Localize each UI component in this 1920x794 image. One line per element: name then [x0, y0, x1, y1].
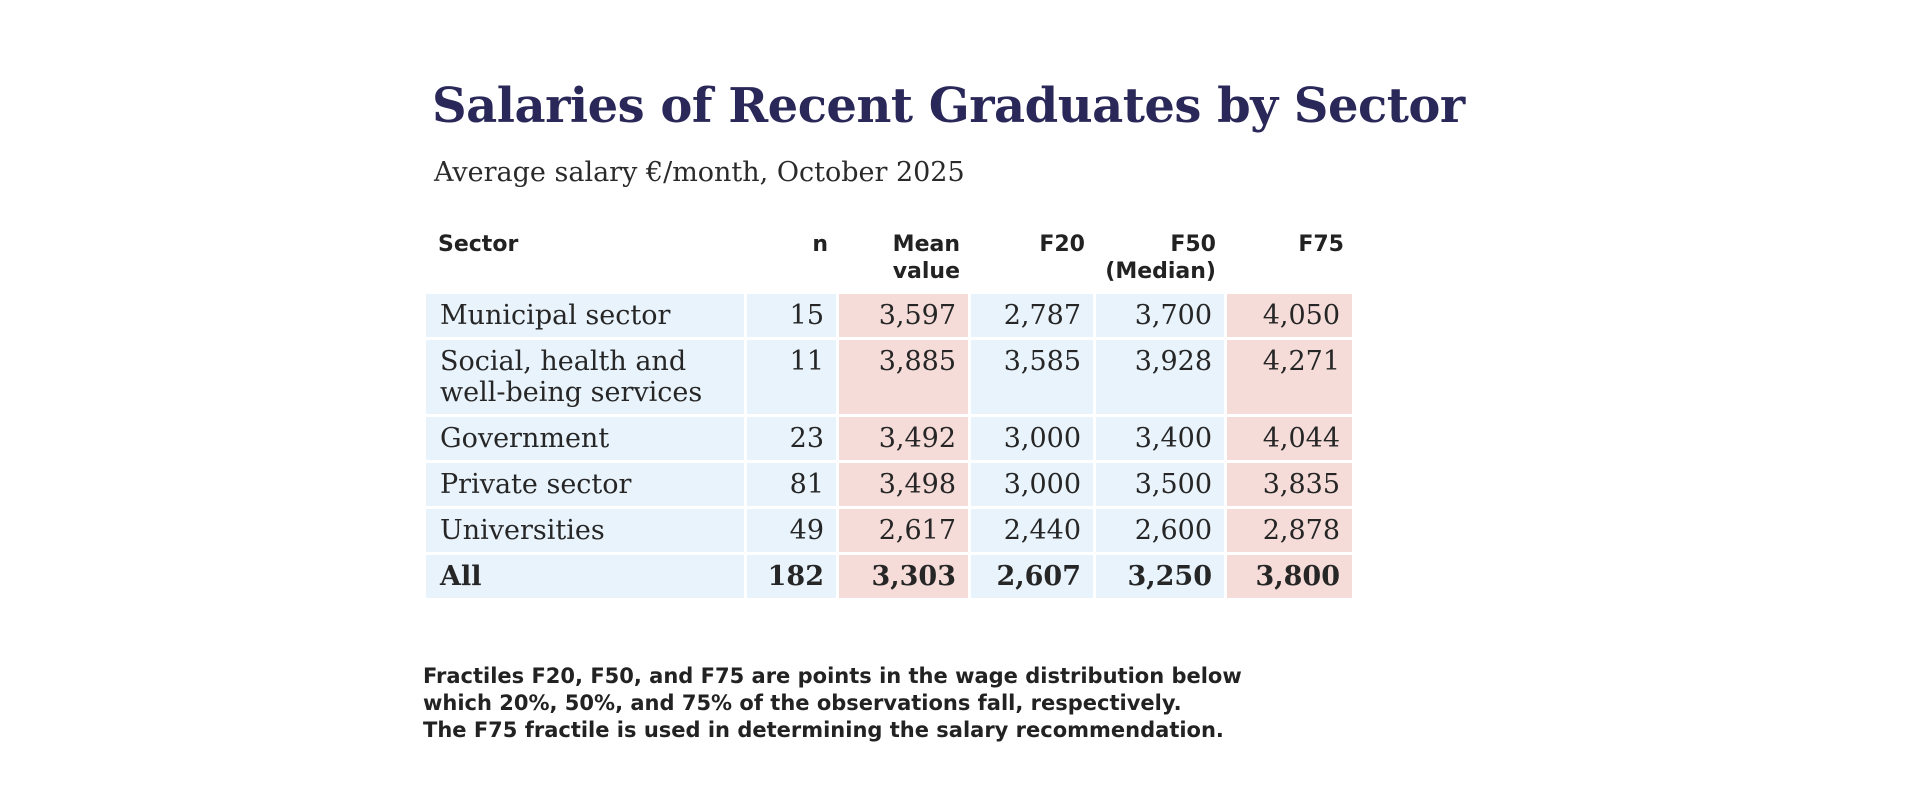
header-n: n — [812, 232, 828, 257]
cell-n: 182 — [747, 555, 836, 598]
cell-mean: 3,597 — [839, 294, 968, 337]
cell-sector: Social, health and well-being services — [426, 340, 744, 414]
table-row: Universities 49 2,617 2,440 2,600 2,878 — [426, 509, 1352, 552]
footnote: Fractiles F20, F50, and F75 are points i… — [423, 663, 1242, 744]
cell-mean: 3,303 — [839, 555, 968, 598]
cell-n: 15 — [747, 294, 836, 337]
table-row: Social, health and well-being services 1… — [426, 340, 1352, 414]
footnote-line: Fractiles F20, F50, and F75 are points i… — [423, 664, 1242, 688]
table-row: Government 23 3,492 3,000 3,400 4,044 — [426, 417, 1352, 460]
cell-sector: Municipal sector — [426, 294, 744, 337]
header-f50: F50 (Median) — [1105, 232, 1216, 284]
table-total-row: All 182 3,303 2,607 3,250 3,800 — [426, 555, 1352, 598]
cell-mean: 3,885 — [839, 340, 968, 414]
cell-f75: 3,835 — [1227, 463, 1352, 506]
cell-f20: 3,000 — [971, 463, 1093, 506]
cell-f20: 2,440 — [971, 509, 1093, 552]
cell-f75: 4,044 — [1227, 417, 1352, 460]
salary-table: Sector n Mean value F20 F50 (Median) F75… — [423, 228, 1355, 601]
cell-f50: 2,600 — [1096, 509, 1224, 552]
cell-f50: 3,250 — [1096, 555, 1224, 598]
table-row: Private sector 81 3,498 3,000 3,500 3,83… — [426, 463, 1352, 506]
table-header-row: Sector n Mean value F20 F50 (Median) F75 — [426, 231, 1352, 291]
cell-mean: 3,492 — [839, 417, 968, 460]
header-mean: Mean value — [839, 231, 968, 291]
cell-f20: 3,000 — [971, 417, 1093, 460]
cell-sector: Government — [426, 417, 744, 460]
cell-n: 11 — [747, 340, 836, 414]
cell-mean: 2,617 — [839, 509, 968, 552]
cell-f50: 3,500 — [1096, 463, 1224, 506]
header-mean-label: Mean value — [892, 232, 960, 284]
page-title: Salaries of Recent Graduates by Sector — [432, 78, 1465, 134]
cell-sector: Universities — [426, 509, 744, 552]
cell-f50: 3,700 — [1096, 294, 1224, 337]
cell-f50: 3,928 — [1096, 340, 1224, 414]
header-f20: F20 — [1039, 232, 1085, 257]
cell-mean: 3,498 — [839, 463, 968, 506]
cell-n: 23 — [747, 417, 836, 460]
cell-f20: 2,787 — [971, 294, 1093, 337]
footnote-line: The F75 fractile is used in determining … — [423, 718, 1224, 742]
page-subtitle: Average salary €/month, October 2025 — [434, 157, 965, 188]
header-sector: Sector — [438, 232, 519, 257]
cell-n: 49 — [747, 509, 836, 552]
cell-f20: 3,585 — [971, 340, 1093, 414]
cell-f75: 4,271 — [1227, 340, 1352, 414]
cell-sector: All — [426, 555, 744, 598]
cell-f75: 4,050 — [1227, 294, 1352, 337]
cell-f75: 3,800 — [1227, 555, 1352, 598]
cell-f75: 2,878 — [1227, 509, 1352, 552]
table-row: Municipal sector 15 3,597 2,787 3,700 4,… — [426, 294, 1352, 337]
cell-n: 81 — [747, 463, 836, 506]
header-f75: F75 — [1298, 232, 1344, 257]
cell-f50: 3,400 — [1096, 417, 1224, 460]
cell-f20: 2,607 — [971, 555, 1093, 598]
cell-sector: Private sector — [426, 463, 744, 506]
footnote-line: which 20%, 50%, and 75% of the observati… — [423, 691, 1182, 715]
